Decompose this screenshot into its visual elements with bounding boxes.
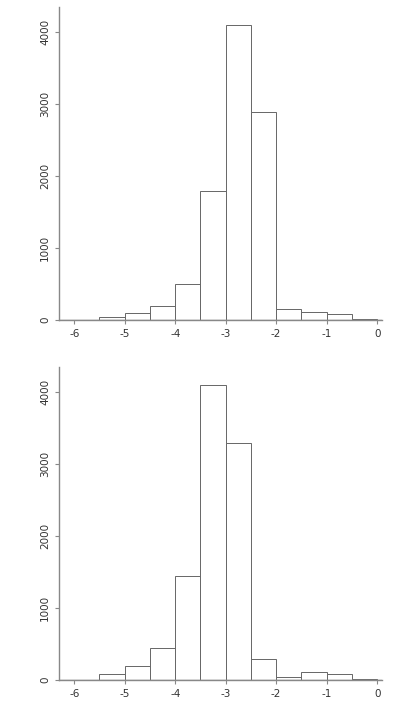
Bar: [276, 309, 301, 320]
Bar: [201, 190, 226, 320]
Bar: [150, 648, 175, 680]
Bar: [276, 677, 301, 680]
Bar: [226, 442, 251, 680]
Bar: [125, 313, 150, 320]
Bar: [201, 385, 226, 680]
Bar: [327, 674, 352, 680]
Bar: [251, 659, 276, 680]
Bar: [150, 306, 175, 320]
Bar: [175, 576, 201, 680]
Bar: [99, 674, 125, 680]
Bar: [175, 284, 201, 320]
Bar: [327, 314, 352, 320]
Bar: [301, 311, 327, 320]
Bar: [226, 25, 251, 320]
Bar: [125, 666, 150, 680]
Bar: [301, 672, 327, 680]
Bar: [99, 316, 125, 320]
Bar: [352, 679, 377, 680]
Bar: [352, 319, 377, 320]
Bar: [251, 112, 276, 320]
